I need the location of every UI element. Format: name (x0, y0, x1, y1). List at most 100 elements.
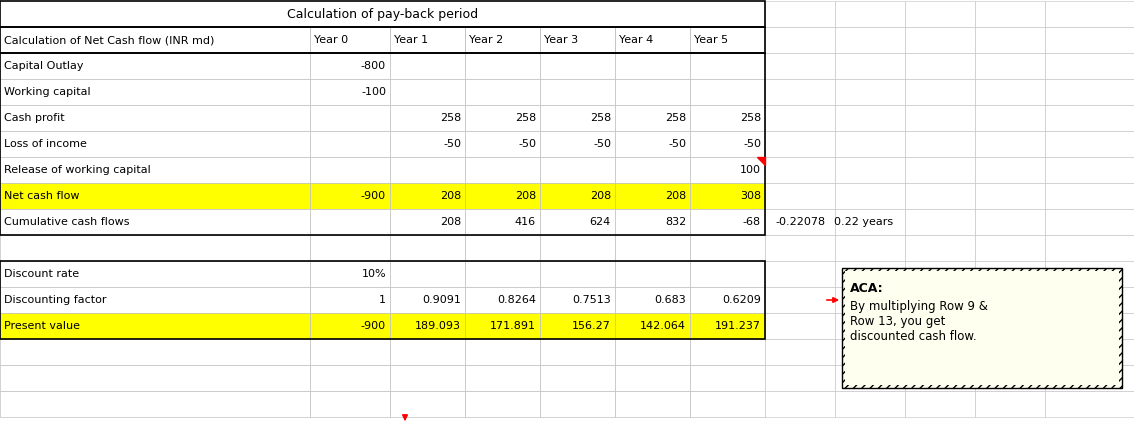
Bar (390, 313, 465, 339)
Bar (975, 1, 1046, 27)
Bar (975, 209, 1046, 235)
Bar (835, 131, 905, 157)
Bar (765, 287, 835, 313)
Bar (975, 27, 1046, 53)
Bar (310, 339, 390, 365)
Bar (615, 235, 689, 261)
Bar (540, 261, 615, 287)
Text: Discounting factor: Discounting factor (5, 295, 107, 305)
Bar (1046, 391, 1134, 417)
Text: 100: 100 (741, 165, 761, 175)
Bar (0, 235, 310, 261)
Bar (905, 261, 975, 287)
Bar (540, 131, 615, 157)
Bar (835, 27, 905, 53)
Bar (905, 313, 975, 339)
Bar (0, 105, 310, 131)
Bar (905, 131, 975, 157)
Bar (835, 391, 905, 417)
Bar (465, 79, 540, 105)
Text: Year 4: Year 4 (619, 35, 653, 45)
Bar (1046, 209, 1134, 235)
Text: 258: 258 (515, 113, 536, 123)
Bar (843, 268, 1122, 388)
Bar (689, 157, 765, 183)
Bar (1046, 339, 1134, 365)
Bar (465, 235, 540, 261)
Bar (905, 287, 975, 313)
Bar (540, 105, 615, 131)
Text: 189.093: 189.093 (415, 321, 462, 331)
Bar (390, 339, 465, 365)
Bar (975, 235, 1046, 261)
Bar (835, 365, 905, 391)
Bar (765, 27, 835, 53)
Bar (310, 391, 390, 417)
Bar (835, 339, 905, 365)
Bar (1046, 1, 1134, 27)
Text: Present value: Present value (5, 321, 81, 331)
Bar (765, 131, 835, 157)
Bar (1046, 105, 1134, 131)
Text: 0.22 years: 0.22 years (833, 217, 894, 227)
Bar (689, 27, 765, 53)
Bar (765, 339, 835, 365)
Bar (615, 209, 689, 235)
Bar (835, 235, 905, 261)
Bar (765, 313, 835, 339)
Text: Net cash flow: Net cash flow (5, 191, 79, 201)
Bar (310, 131, 390, 157)
Bar (0, 79, 310, 105)
Text: -50: -50 (743, 139, 761, 149)
Bar (390, 261, 465, 287)
Bar (905, 209, 975, 235)
Bar (540, 339, 615, 365)
Bar (615, 183, 689, 209)
Bar (905, 105, 975, 131)
Bar (465, 157, 540, 183)
Bar (0, 53, 310, 79)
Bar (1046, 131, 1134, 157)
Bar (615, 157, 689, 183)
Bar (0, 131, 310, 157)
Bar (835, 209, 905, 235)
Bar (765, 105, 835, 131)
Bar (540, 391, 615, 417)
Bar (310, 53, 390, 79)
Bar (765, 235, 835, 261)
Bar (615, 27, 689, 53)
Bar (765, 157, 835, 183)
Text: 416: 416 (515, 217, 536, 227)
Bar (540, 365, 615, 391)
Bar (689, 235, 765, 261)
Bar (465, 183, 540, 209)
Text: 208: 208 (665, 191, 686, 201)
Bar (975, 365, 1046, 391)
Bar (390, 157, 465, 183)
Bar (390, 53, 465, 79)
Bar (465, 261, 540, 287)
Bar (390, 235, 465, 261)
Bar (310, 157, 390, 183)
Bar (390, 27, 465, 53)
Text: Capital Outlay: Capital Outlay (5, 61, 84, 71)
Bar (310, 27, 390, 53)
Text: -50: -50 (443, 139, 462, 149)
Bar (835, 183, 905, 209)
Bar (465, 209, 540, 235)
Bar (689, 261, 765, 287)
Text: 10%: 10% (362, 269, 386, 279)
Bar (540, 157, 615, 183)
Bar (615, 365, 689, 391)
Text: 0.6209: 0.6209 (722, 295, 761, 305)
Text: 208: 208 (440, 217, 462, 227)
Bar (765, 1, 835, 27)
Bar (310, 105, 390, 131)
Bar (390, 105, 465, 131)
Bar (689, 79, 765, 105)
Bar (975, 313, 1046, 339)
Text: -0.22078: -0.22078 (776, 217, 826, 227)
Text: -900: -900 (361, 321, 386, 331)
Bar (689, 339, 765, 365)
Bar (835, 157, 905, 183)
